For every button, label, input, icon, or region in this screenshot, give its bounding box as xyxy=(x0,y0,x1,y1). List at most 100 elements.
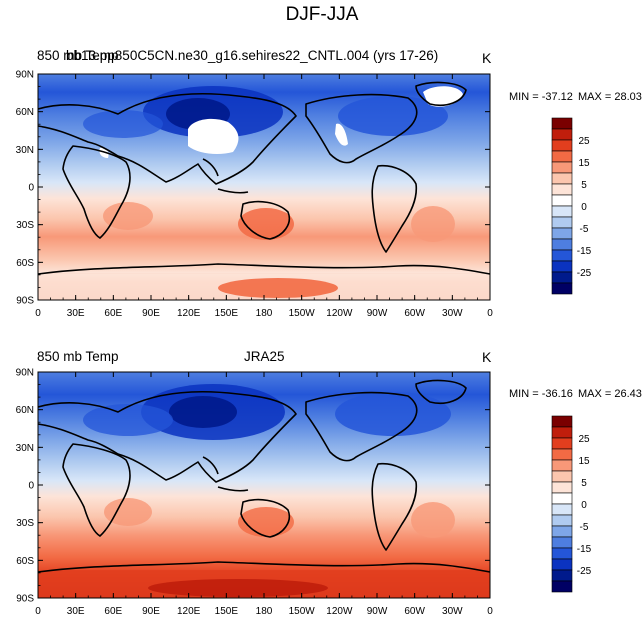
panel2-asia-islands xyxy=(202,456,219,475)
p2-xtick-label: 180 xyxy=(256,606,273,617)
cbar1-color-box xyxy=(551,150,573,163)
panel2-min-label: MIN = -36.16 xyxy=(509,388,573,400)
cbar2-color-box xyxy=(551,569,573,582)
cbar2-color-box xyxy=(551,481,573,494)
p1-xtick-label: 180 xyxy=(256,308,273,319)
cbar1-level-label: 0 xyxy=(581,202,587,213)
p2-xtick-label: 120E xyxy=(177,606,201,617)
panel1-missing-tibet xyxy=(188,118,239,154)
cbar2-level-label: 15 xyxy=(578,456,590,467)
cbar1-level-label: -5 xyxy=(580,224,589,235)
cbar1-color-box xyxy=(551,183,573,196)
p1-ytick-label: 60N xyxy=(16,107,34,118)
panel1-namerica-coast xyxy=(305,93,418,164)
panel1-indonesia-coast xyxy=(217,188,249,194)
cbar1-level-label: 15 xyxy=(578,158,590,169)
p1-xtick-label: 30W xyxy=(442,308,463,319)
p2-xtick-label: 150W xyxy=(289,606,316,617)
panel2-greenland-coast xyxy=(415,379,467,404)
panel1-heatmap: 0 30E 60E 90E 120E 150E 180 150W 120W 90W 60W 30W 0 … xyxy=(16,70,494,320)
panel1-overlay-title: bb13.pp850C5CN.ne30_g16.sehires22_CNTL.0… xyxy=(66,48,439,63)
p1-xtick-label: 150W xyxy=(289,308,316,319)
cbar2-level-label: 0 xyxy=(581,500,587,511)
panel1-ross-sea-warm xyxy=(218,278,338,298)
panel1-missing-rockies xyxy=(335,123,348,146)
p2-ytick-label: 0 xyxy=(28,481,34,492)
p1-ytick-label: 30S xyxy=(16,220,34,231)
p2-xtick-label: 0 xyxy=(487,606,493,617)
p2-ytick-label: 30S xyxy=(16,518,34,529)
cbar1-color-box xyxy=(551,249,573,262)
p2-xtick-label: 60E xyxy=(104,606,122,617)
cbar1-level-label: 25 xyxy=(578,136,590,147)
cbar2-color-box xyxy=(551,525,573,538)
cbar1-level-label: 5 xyxy=(581,180,587,191)
cbar1-color-box xyxy=(551,117,573,130)
panel2-heatmap: 0 30E 60E 90E 120E 150E 180 150W 120W 90W 60W 30W 0 … xyxy=(16,368,494,618)
p1-ytick-label: 90N xyxy=(16,70,34,81)
p1-ytick-label: 90S xyxy=(16,296,34,307)
panel2-australia-warm xyxy=(238,507,294,537)
panel2-siberia-coldest-core xyxy=(169,396,237,428)
panel1-left-title: 850 mb Temp xyxy=(37,48,119,63)
p2-xtick-label: 60W xyxy=(404,606,425,617)
cbar2-color-box xyxy=(551,503,573,516)
panel2-antarctic-warm-core xyxy=(148,579,328,597)
panel2-center-title: JRA25 xyxy=(244,349,285,364)
cbar2-color-box xyxy=(551,470,573,483)
panel2-samerica-coast xyxy=(371,462,418,551)
cbar2-level-label: -25 xyxy=(577,566,592,577)
cbar1-color-box xyxy=(551,205,573,218)
cbar1-color-box xyxy=(551,128,573,141)
cbar2-level-label: 5 xyxy=(581,478,587,489)
panel1-asia-islands xyxy=(202,158,219,177)
p2-xtick-label: 120W xyxy=(326,606,353,617)
panel1-europe-cold xyxy=(83,110,163,138)
cbar1-color-box xyxy=(551,139,573,152)
cbar2-level-label: -5 xyxy=(580,522,589,533)
p2-xtick-label: 30W xyxy=(442,606,463,617)
cbar2-color-box xyxy=(551,492,573,505)
cbar2-color-box xyxy=(551,437,573,450)
p1-xtick-label: 0 xyxy=(35,308,41,319)
p1-ytick-label: 60S xyxy=(16,258,34,269)
panel2-africa-coast xyxy=(62,443,131,537)
panel1-africa-warm xyxy=(103,202,153,230)
panel1-antarctica-coast xyxy=(37,263,491,275)
p1-xtick-label: 90W xyxy=(367,308,388,319)
p2-xtick-label: 30E xyxy=(67,606,85,617)
cbar2-color-box xyxy=(551,558,573,571)
panel2-europe-cold xyxy=(83,404,173,436)
panel2-colorbar: 25 15 5 0 -5 -15 -25 xyxy=(551,415,592,593)
panel1-australia-warm xyxy=(238,208,294,240)
panel1-africa-coast xyxy=(62,145,131,239)
panel2-unit: K xyxy=(482,349,492,365)
p2-ytick-label: 60S xyxy=(16,556,34,567)
panel1-australia-coast xyxy=(240,200,290,240)
panel1-unit: K xyxy=(482,50,492,66)
panel2-africa-warm xyxy=(104,498,152,526)
cbar2-color-box xyxy=(551,514,573,527)
cbar2-color-box xyxy=(551,547,573,560)
p2-xtick-label: 150E xyxy=(215,606,239,617)
p1-xtick-label: 120W xyxy=(326,308,353,319)
p1-xtick-label: 60E xyxy=(104,308,122,319)
panel2-samerica-warm xyxy=(411,502,455,538)
p2-ytick-label: 60N xyxy=(16,405,34,416)
panel2-left-title: 850 mb Temp xyxy=(37,349,119,364)
p1-xtick-label: 120E xyxy=(177,308,201,319)
cbar2-color-box xyxy=(551,536,573,549)
p1-xtick-label: 0 xyxy=(487,308,493,319)
p2-xtick-label: 90E xyxy=(142,606,160,617)
p1-xtick-label: 150E xyxy=(215,308,239,319)
cbar1-color-box xyxy=(551,260,573,273)
panel1-colorbar: 25 15 5 0 -5 -15 -25 xyxy=(551,117,592,295)
cbar1-level-label: -25 xyxy=(577,268,592,279)
p2-ytick-label: 30N xyxy=(16,443,34,454)
panel1-max-label: MAX = 28.03 xyxy=(578,91,642,103)
panel1-namerica-cold-core xyxy=(338,96,448,136)
cbar2-color-box xyxy=(551,580,573,593)
cbar2-color-box xyxy=(551,426,573,439)
p2-ytick-label: 90S xyxy=(16,594,34,605)
cbar1-color-box xyxy=(551,238,573,251)
